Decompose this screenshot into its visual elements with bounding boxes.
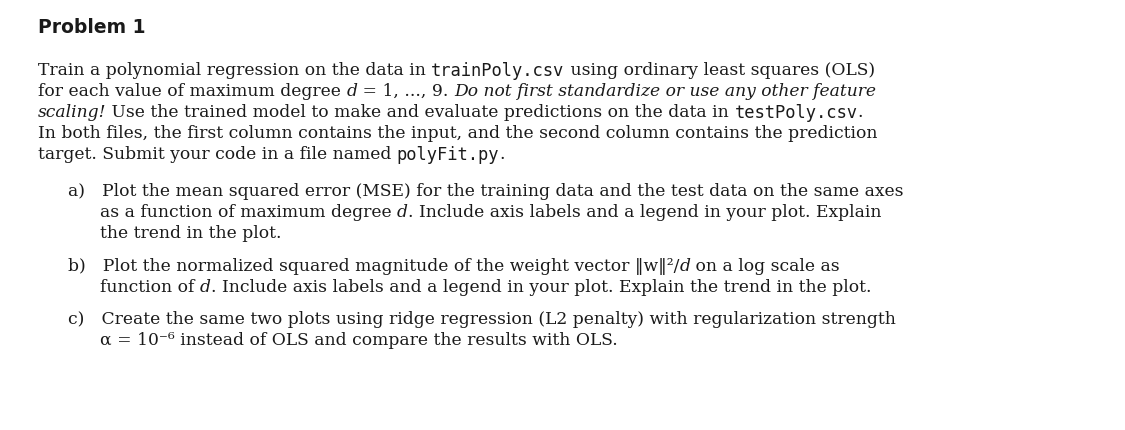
Text: d: d [680, 258, 691, 274]
Text: scaling!: scaling! [38, 104, 107, 121]
Text: .: . [500, 146, 505, 163]
Text: d: d [346, 83, 358, 100]
Text: Do not first standardize or use any other feature: Do not first standardize or use any othe… [455, 83, 876, 100]
Text: function of: function of [100, 278, 200, 295]
Text: for each value of maximum degree: for each value of maximum degree [38, 83, 346, 100]
Text: target. Submit your code in a file named: target. Submit your code in a file named [38, 146, 397, 163]
Text: d: d [200, 278, 210, 295]
Text: b) Plot the normalized squared magnitude of the weight vector ‖w‖²/: b) Plot the normalized squared magnitude… [68, 258, 680, 274]
Text: testPoly.csv: testPoly.csv [735, 104, 857, 122]
Text: . Include axis labels and a legend in your plot. Explain: . Include axis labels and a legend in yo… [408, 203, 882, 221]
Text: In both files, the first column contains the input, and the second column contai: In both files, the first column contains… [38, 125, 878, 141]
Text: . Include axis labels and a legend in your plot. Explain the trend in the plot.: . Include axis labels and a legend in yo… [210, 278, 872, 295]
Text: polyFit.py: polyFit.py [397, 146, 500, 164]
Text: on a log scale as: on a log scale as [691, 258, 840, 274]
Text: Problem 1: Problem 1 [38, 18, 145, 37]
Text: .: . [857, 104, 863, 121]
Text: = 1, ..., 9.: = 1, ..., 9. [358, 83, 454, 100]
Text: Train a polynomial regression on the data in: Train a polynomial regression on the dat… [38, 62, 431, 79]
Text: d: d [397, 203, 408, 221]
Text: c) Create the same two plots using ridge regression (L2 penalty) with regulariza: c) Create the same two plots using ridge… [68, 310, 896, 327]
Text: Use the trained model to make and evaluate predictions on the data in: Use the trained model to make and evalua… [107, 104, 735, 121]
Text: as a function of maximum degree: as a function of maximum degree [100, 203, 397, 221]
Text: trainPoly.csv: trainPoly.csv [431, 62, 565, 80]
Text: α = 10⁻⁶ instead of OLS and compare the results with OLS.: α = 10⁻⁶ instead of OLS and compare the … [100, 331, 618, 348]
Text: a) Plot the mean squared error (MSE) for the training data and the test data on : a) Plot the mean squared error (MSE) for… [68, 183, 903, 200]
Text: using ordinary least squares (OLS): using ordinary least squares (OLS) [565, 62, 875, 79]
Text: the trend in the plot.: the trend in the plot. [100, 224, 281, 241]
